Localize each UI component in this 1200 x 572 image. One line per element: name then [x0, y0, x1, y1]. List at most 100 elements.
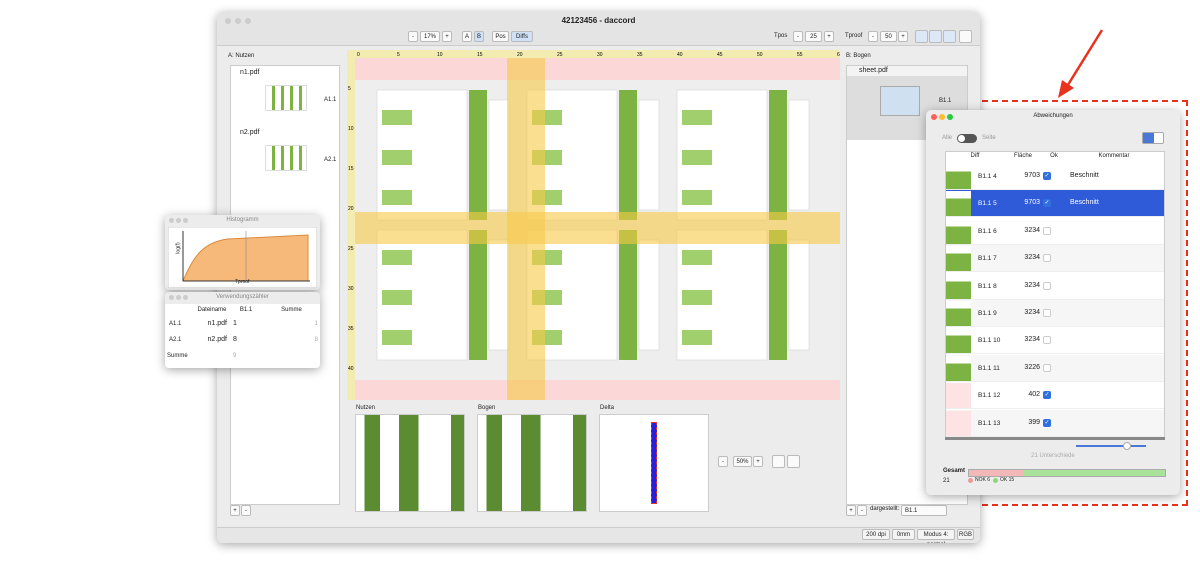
cell: B1.1 6 — [978, 227, 997, 235]
delta-mark — [651, 422, 657, 504]
toolbar-button[interactable]: Pos — [492, 31, 509, 42]
thumbnail — [265, 85, 307, 111]
filter-icon[interactable] — [943, 30, 956, 43]
toolbar-button[interactable]: Diffs — [511, 31, 533, 42]
button[interactable]: - — [241, 505, 251, 516]
toolbar-button[interactable]: A — [462, 31, 472, 42]
checkbox[interactable]: ✓ — [1043, 391, 1051, 400]
toolbar-button[interactable]: + — [898, 31, 908, 42]
cell: 1 — [314, 321, 318, 327]
row[interactable] — [946, 382, 1164, 410]
button[interactable]: - — [857, 505, 867, 516]
slider[interactable] — [1123, 442, 1131, 450]
shape — [355, 212, 840, 244]
histogram-chart — [168, 227, 317, 288]
toggle[interactable] — [957, 134, 977, 143]
checkbox[interactable]: ✓ — [1043, 199, 1051, 208]
checkbox[interactable] — [1043, 336, 1051, 345]
settings[interactable] — [959, 30, 972, 43]
file-name: sheet.pdf — [859, 67, 888, 74]
cell: 3234 — [1024, 281, 1040, 289]
filter-icon[interactable] — [929, 30, 942, 43]
toolbar-button[interactable]: + — [442, 31, 452, 42]
item: A2.1 — [324, 157, 337, 163]
view-switch[interactable] — [1142, 132, 1164, 144]
checkbox[interactable] — [1043, 226, 1051, 235]
shape — [682, 190, 712, 205]
zoom-button[interactable]: 50% — [733, 456, 752, 467]
cell: B1.1 4 — [978, 173, 997, 180]
deviations-window: Abweichungen Alle Seite Diff Fläche Ok Komm… — [926, 110, 1180, 495]
shape — [382, 290, 412, 305]
icon-button[interactable] — [787, 455, 800, 468]
cell: n2.pdf — [207, 336, 227, 343]
diff-thumb — [946, 355, 971, 381]
ruler-label: 55 — [797, 52, 803, 58]
checkbox[interactable] — [1043, 281, 1051, 290]
row[interactable] — [946, 354, 1164, 382]
diff-thumb — [946, 191, 971, 217]
zoom-button[interactable]: + — [753, 456, 763, 467]
progress — [968, 469, 1166, 477]
toolbar-button[interactable]: - — [868, 31, 878, 42]
toolbar-button[interactable]: - — [793, 31, 803, 42]
icon-button[interactable] — [772, 455, 785, 468]
row-header: A2.1 — [169, 337, 182, 343]
cell: 3234 — [1024, 226, 1040, 234]
column-header: Ok — [1050, 153, 1058, 159]
cell: B1.1 10 — [978, 337, 1001, 345]
row[interactable] — [946, 409, 1164, 437]
toolbar-button[interactable]: - — [408, 31, 418, 42]
row[interactable] — [946, 245, 1164, 273]
selected-row[interactable] — [946, 190, 1164, 218]
row[interactable] — [946, 327, 1164, 355]
shape — [619, 90, 637, 220]
checkbox[interactable]: ✓ — [1043, 172, 1051, 180]
cell: B1.1 11 — [978, 364, 1000, 372]
cell: B1.1 13 — [978, 419, 1001, 427]
checkbox[interactable] — [1043, 254, 1051, 263]
column-header: Dateiname — [197, 307, 227, 313]
toolbar-button[interactable]: 17% — [420, 31, 440, 42]
column-header: B1.1 — [239, 307, 253, 313]
window-title: Verwendungszähler — [216, 294, 269, 300]
cell: n1.pdf — [207, 320, 227, 327]
checkbox[interactable]: ✓ — [1043, 418, 1051, 427]
shape — [347, 50, 840, 58]
filter-icon[interactable] — [915, 30, 928, 43]
cell: 8 — [233, 336, 237, 343]
checkbox[interactable] — [1043, 363, 1051, 372]
main-window: 42123456 - daccord -17% + A B Pos Diffs Tpos -2… — [217, 12, 980, 543]
cell: 9 — [233, 353, 237, 359]
toolbar-button[interactable]: 25 — [805, 31, 822, 42]
shape — [382, 190, 412, 205]
arrow — [1058, 29, 1104, 98]
shape — [382, 330, 412, 345]
toolbar-button[interactable]: + — [824, 31, 834, 42]
toolbar-button[interactable]: 50 — [880, 31, 897, 42]
sheet-view: 0 5 10 15 20 25 30 35 40 45 50 55 60 5 10 15 20 25 30 35 40 — [347, 50, 840, 400]
row-header: Summe — [167, 353, 188, 359]
button[interactable]: + — [846, 505, 856, 516]
panel-title: Nutzen — [356, 405, 376, 411]
usage-window: Verwendungszähler Dateiname B1.1 Summe A1.1… — [165, 292, 320, 368]
cell: B1.1 12 — [978, 392, 1001, 400]
row[interactable] — [946, 300, 1164, 327]
row[interactable] — [946, 163, 1164, 190]
zoom-button[interactable]: - — [718, 456, 728, 467]
checkbox[interactable] — [1043, 309, 1051, 317]
column-header: Summe — [281, 307, 302, 313]
preview — [355, 414, 465, 512]
row[interactable] — [946, 217, 1164, 245]
button[interactable]: + — [230, 505, 240, 516]
toolbar-button[interactable]: B — [474, 31, 484, 42]
shape — [788, 99, 810, 211]
row[interactable] — [946, 272, 1164, 300]
column-header: Diff — [970, 153, 980, 159]
status: RGB — [957, 529, 974, 540]
diff-thumb — [946, 328, 971, 354]
ruler-label: 0 — [357, 52, 360, 58]
cell: 402 — [1028, 391, 1040, 399]
shape — [769, 90, 787, 220]
dropdown[interactable]: B1.1 — [901, 505, 947, 516]
